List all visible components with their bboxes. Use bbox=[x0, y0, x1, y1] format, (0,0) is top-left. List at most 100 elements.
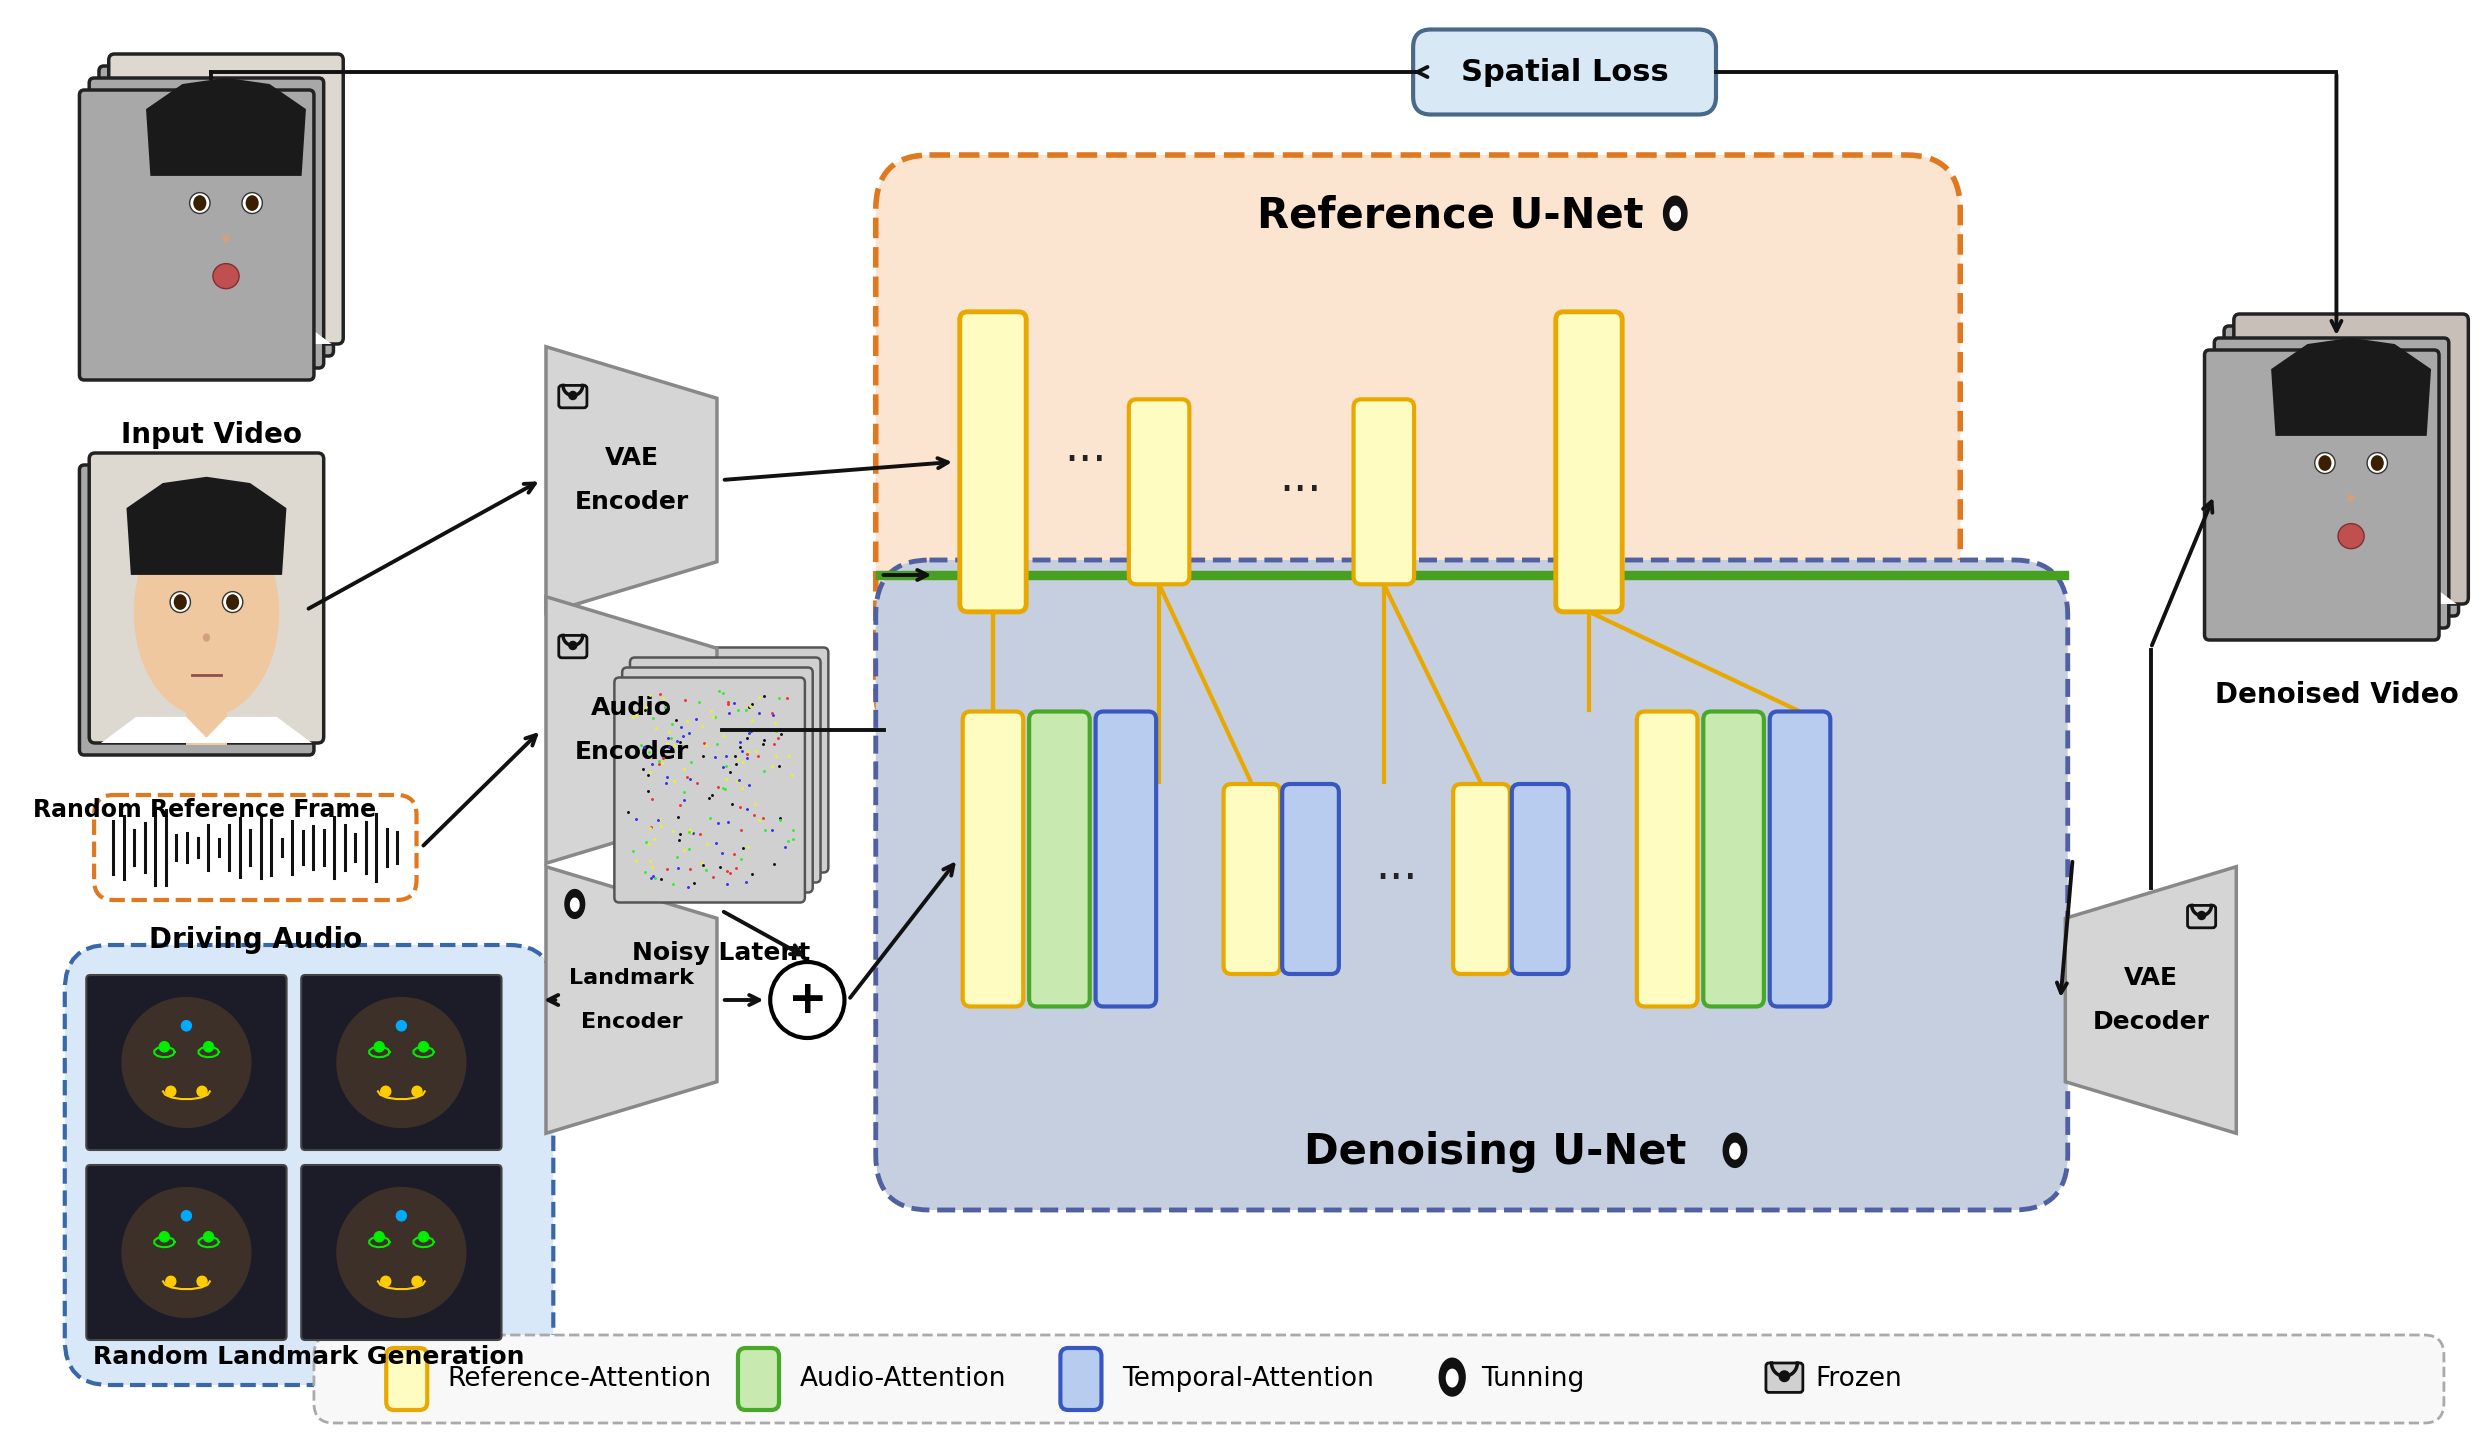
FancyBboxPatch shape bbox=[875, 560, 2067, 1210]
FancyBboxPatch shape bbox=[1097, 711, 1156, 1007]
Circle shape bbox=[395, 1021, 405, 1031]
Circle shape bbox=[196, 1086, 206, 1096]
Ellipse shape bbox=[2315, 452, 2335, 474]
Polygon shape bbox=[547, 596, 716, 864]
Text: Frozen: Frozen bbox=[1816, 1367, 1903, 1392]
Text: Decoder: Decoder bbox=[2092, 1009, 2208, 1034]
Text: VAE: VAE bbox=[604, 446, 659, 469]
Polygon shape bbox=[1440, 1358, 1465, 1395]
FancyBboxPatch shape bbox=[1512, 783, 1569, 973]
FancyBboxPatch shape bbox=[739, 1348, 778, 1410]
FancyBboxPatch shape bbox=[629, 658, 821, 883]
FancyBboxPatch shape bbox=[2233, 314, 2467, 603]
FancyBboxPatch shape bbox=[2213, 338, 2450, 628]
Text: ···: ··· bbox=[1064, 441, 1107, 484]
Circle shape bbox=[159, 1041, 169, 1051]
Polygon shape bbox=[565, 890, 584, 919]
Text: Encoder: Encoder bbox=[574, 490, 689, 514]
FancyBboxPatch shape bbox=[1452, 783, 1510, 973]
Circle shape bbox=[182, 1211, 191, 1221]
FancyBboxPatch shape bbox=[1224, 783, 1281, 973]
Text: Tunning: Tunning bbox=[1482, 1367, 1584, 1392]
Ellipse shape bbox=[122, 1187, 251, 1318]
Ellipse shape bbox=[336, 996, 468, 1128]
Text: Temporal-Attention: Temporal-Attention bbox=[1122, 1367, 1373, 1392]
Ellipse shape bbox=[221, 235, 229, 243]
Text: Spatial Loss: Spatial Loss bbox=[1460, 58, 1669, 86]
FancyBboxPatch shape bbox=[2189, 906, 2216, 927]
Text: Audio: Audio bbox=[592, 696, 671, 720]
FancyBboxPatch shape bbox=[1704, 711, 1763, 1007]
Polygon shape bbox=[547, 867, 716, 1133]
Polygon shape bbox=[2271, 338, 2432, 436]
FancyBboxPatch shape bbox=[622, 668, 813, 893]
Ellipse shape bbox=[169, 592, 191, 612]
Text: Audio-Attention: Audio-Attention bbox=[798, 1367, 1007, 1392]
FancyBboxPatch shape bbox=[301, 1165, 502, 1341]
Polygon shape bbox=[147, 78, 306, 176]
Circle shape bbox=[167, 1086, 177, 1096]
FancyBboxPatch shape bbox=[614, 677, 806, 903]
Circle shape bbox=[381, 1086, 390, 1096]
Circle shape bbox=[570, 641, 577, 649]
Text: ···: ··· bbox=[1375, 857, 1418, 900]
Circle shape bbox=[373, 1231, 385, 1241]
Text: Input Video: Input Video bbox=[122, 420, 301, 449]
FancyBboxPatch shape bbox=[560, 635, 587, 658]
FancyBboxPatch shape bbox=[1030, 711, 1089, 1007]
FancyBboxPatch shape bbox=[1129, 399, 1189, 585]
Ellipse shape bbox=[2318, 455, 2330, 471]
FancyBboxPatch shape bbox=[1771, 711, 1830, 1007]
Circle shape bbox=[196, 1276, 206, 1286]
Circle shape bbox=[182, 1021, 191, 1031]
Text: Random Landmark Generation: Random Landmark Generation bbox=[95, 1345, 525, 1369]
Ellipse shape bbox=[174, 595, 187, 611]
Text: ···: ··· bbox=[1281, 471, 1323, 513]
FancyBboxPatch shape bbox=[560, 386, 587, 408]
Text: Denoised Video: Denoised Video bbox=[2213, 681, 2457, 708]
Text: Encoder: Encoder bbox=[574, 740, 689, 765]
Circle shape bbox=[204, 1041, 214, 1051]
Circle shape bbox=[167, 1276, 177, 1286]
Text: Landmark: Landmark bbox=[570, 968, 694, 988]
FancyBboxPatch shape bbox=[1283, 783, 1338, 973]
Text: Encoder: Encoder bbox=[579, 1012, 681, 1032]
FancyBboxPatch shape bbox=[1557, 312, 1622, 612]
Text: Denoising U-Net: Denoising U-Net bbox=[1303, 1130, 1686, 1174]
Ellipse shape bbox=[2338, 524, 2365, 549]
Bar bbox=[187, 710, 226, 746]
Circle shape bbox=[418, 1231, 428, 1241]
Circle shape bbox=[2199, 912, 2206, 920]
Ellipse shape bbox=[2370, 455, 2385, 471]
FancyBboxPatch shape bbox=[385, 1348, 428, 1410]
Polygon shape bbox=[1728, 1142, 1741, 1159]
FancyBboxPatch shape bbox=[2223, 325, 2460, 616]
Polygon shape bbox=[1664, 196, 1686, 230]
Circle shape bbox=[418, 1041, 428, 1051]
FancyBboxPatch shape bbox=[2203, 350, 2440, 639]
Ellipse shape bbox=[221, 592, 244, 612]
Ellipse shape bbox=[2278, 369, 2425, 577]
Ellipse shape bbox=[154, 109, 298, 318]
Ellipse shape bbox=[189, 193, 209, 213]
FancyBboxPatch shape bbox=[65, 945, 552, 1385]
Ellipse shape bbox=[336, 1187, 468, 1318]
Text: VAE: VAE bbox=[2124, 966, 2179, 991]
FancyBboxPatch shape bbox=[637, 648, 828, 873]
Ellipse shape bbox=[134, 508, 279, 717]
FancyBboxPatch shape bbox=[1413, 29, 1716, 115]
FancyBboxPatch shape bbox=[80, 91, 313, 380]
FancyBboxPatch shape bbox=[301, 975, 502, 1151]
Polygon shape bbox=[2064, 867, 2236, 1133]
FancyBboxPatch shape bbox=[80, 465, 313, 755]
FancyBboxPatch shape bbox=[313, 1335, 2445, 1423]
Circle shape bbox=[204, 1231, 214, 1241]
Bar bbox=[2330, 572, 2373, 606]
Text: Random Reference Frame: Random Reference Frame bbox=[32, 798, 376, 822]
Bar bbox=[206, 311, 246, 347]
FancyBboxPatch shape bbox=[960, 312, 1027, 612]
FancyBboxPatch shape bbox=[87, 1165, 286, 1341]
Ellipse shape bbox=[2368, 452, 2388, 474]
Text: Noisy Latent: Noisy Latent bbox=[632, 940, 811, 965]
Polygon shape bbox=[102, 717, 311, 743]
